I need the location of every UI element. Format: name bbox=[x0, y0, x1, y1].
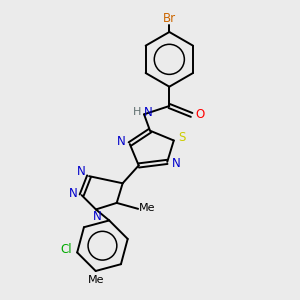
Text: N: N bbox=[69, 187, 78, 200]
Text: Me: Me bbox=[140, 203, 156, 213]
Text: Br: Br bbox=[163, 12, 176, 25]
Text: O: O bbox=[195, 108, 205, 121]
Text: Cl: Cl bbox=[60, 243, 72, 256]
Text: N: N bbox=[77, 165, 86, 178]
Text: N: N bbox=[143, 106, 152, 119]
Text: Me: Me bbox=[87, 275, 104, 286]
Text: N: N bbox=[93, 210, 102, 224]
Text: N: N bbox=[116, 135, 125, 148]
Text: H: H bbox=[132, 107, 141, 117]
Text: N: N bbox=[172, 157, 181, 170]
Text: S: S bbox=[178, 131, 186, 144]
